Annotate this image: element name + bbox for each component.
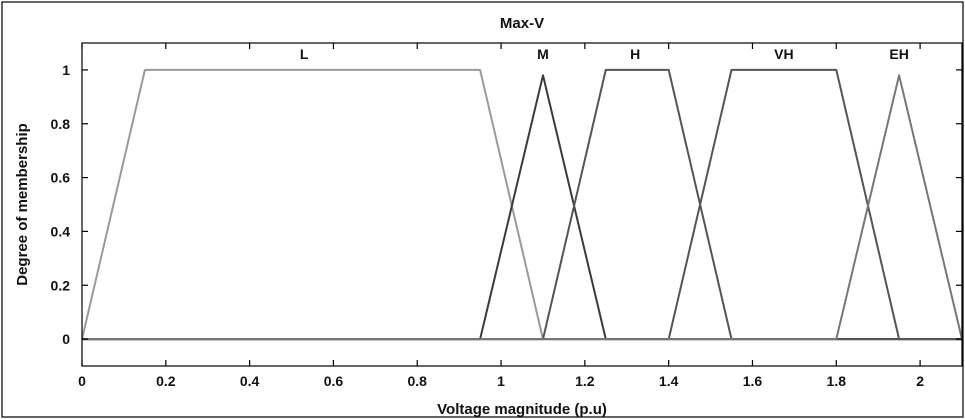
y-tick-label: 0.4 [51,223,71,239]
plot-area [82,43,962,366]
x-tick-label: 1.8 [827,373,847,389]
x-tick-label: 0.4 [240,373,260,389]
y-tick-label: 1 [62,62,70,78]
tick-layer: 0 0.2 0.4 0.6 0.8 1 1.2 1.4 1.6 1.8 2 0 0.2 0.4 0.6 0.8… [51,43,962,389]
x-tick-label: 0 [78,373,86,389]
series-label-l: L [300,46,309,62]
x-tick-label: 2 [916,373,924,389]
series-label-m: M [537,46,549,62]
x-axis-label: Voltage magnitude (p.u) [437,401,607,418]
y-tick-label: 0 [62,331,70,347]
series-label-h: H [630,46,640,62]
x-tick-label: 1.4 [659,373,679,389]
x-tick-label: 0.2 [156,373,176,389]
series-label-vh: VH [774,46,793,62]
series-line-eh [82,74,963,341]
chart-title: Max-V [500,15,544,32]
plot-frame [81,42,963,367]
x-tick-label: 1.2 [575,373,595,389]
y-tick-label: 0.2 [51,277,71,293]
x-tick-label: 1 [497,373,505,389]
y-tick-label: 0.8 [51,116,71,132]
x-tick-label: 0.6 [324,373,344,389]
x-tick-label: 0.8 [408,373,428,389]
y-axis-label: Degree of membership [14,123,31,286]
series-label-eh: EH [889,46,908,62]
x-tick-label: 1.6 [743,373,763,389]
y-tick-label: 0.6 [51,170,71,186]
series-layer: L M H VH EH [81,46,963,341]
